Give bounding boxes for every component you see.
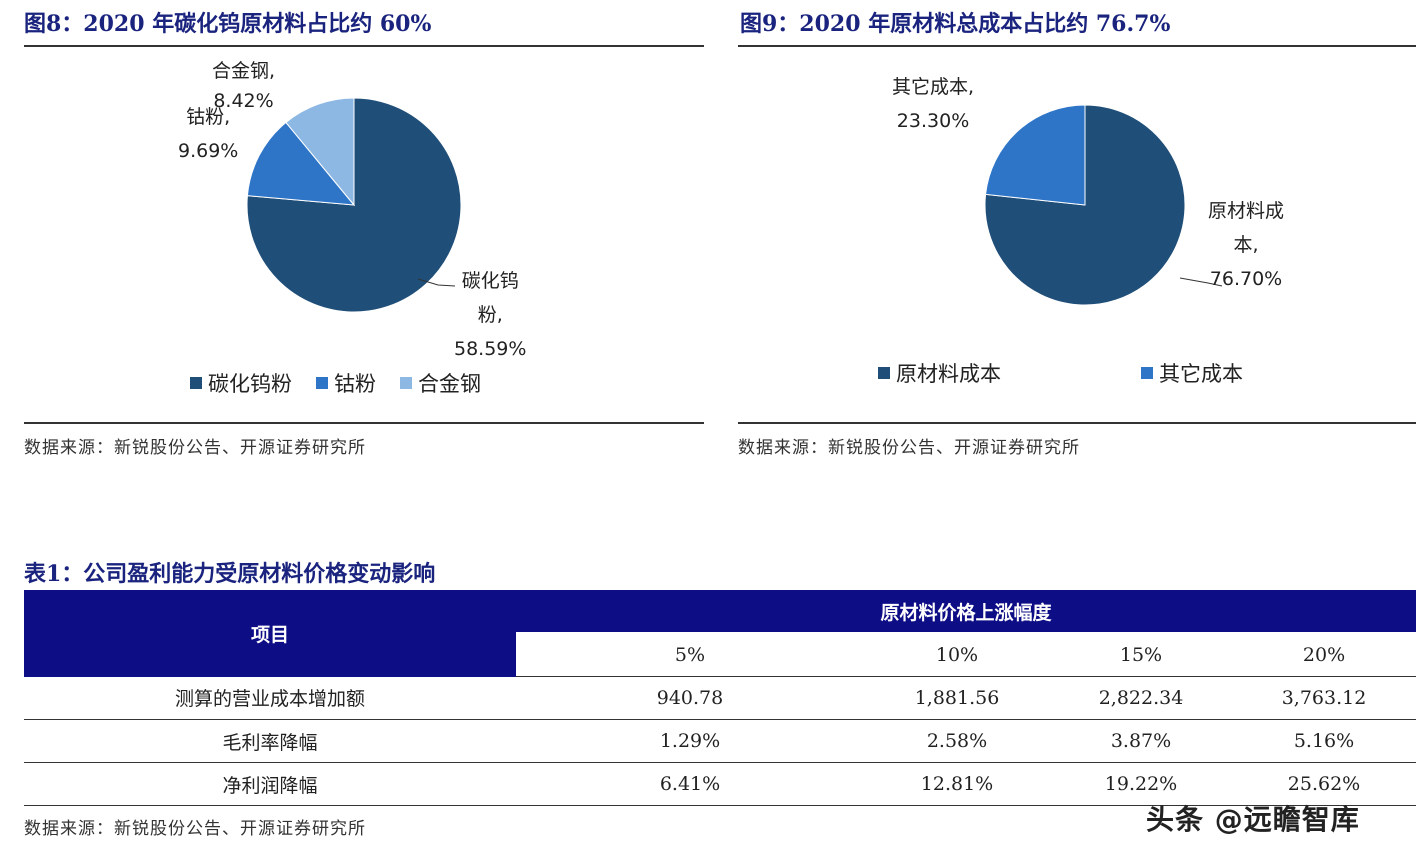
fig8-legend: 碳化钨粉 钴粉 合金钢 xyxy=(190,368,481,398)
table1-cell: 5.16% xyxy=(1232,719,1417,763)
fig8-top-rule xyxy=(24,45,704,47)
table1-row-label: 测算的营业成本增加额 xyxy=(24,676,516,720)
fig8-label-wc: 碳化钨 粉, 58.59% xyxy=(454,264,526,366)
fig9-legend-swatch-other xyxy=(1141,367,1153,379)
table1-cell: 12.81% xyxy=(864,762,1050,806)
fig8-leader-wc xyxy=(417,278,456,287)
fig8-slice-0 xyxy=(246,97,462,313)
fig8-label-wc-value: 58.59% xyxy=(454,338,527,360)
fig8-pie xyxy=(246,97,462,313)
table1: 项目 原材料价格上涨幅度 5% 10% 15% 20% 测算的营业成本增加额 9… xyxy=(24,590,1417,806)
watermark: 头条 @远瞻智库 xyxy=(1146,803,1360,836)
table1-cell: 3.87% xyxy=(1050,719,1232,763)
table1-source: 数据来源：新锐股份公告、开源证券研究所 xyxy=(24,819,366,839)
fig9-legend-swatch-raw xyxy=(878,367,890,379)
table1-cell: 1.29% xyxy=(516,719,864,763)
table1-cell: 1,881.56 xyxy=(864,676,1050,720)
fig8-legend-swatch-alloy xyxy=(400,377,412,389)
table1-cell: 2.58% xyxy=(864,719,1050,763)
fig8-label-alloy-name: 合金钢, xyxy=(212,60,276,82)
table1-item-header: 项目 xyxy=(24,590,516,677)
fig8-legend-label-alloy: 合金钢 xyxy=(418,372,481,396)
fig8-legend-label-cobalt: 钴粉 xyxy=(334,372,376,396)
fig9-title: 图9：2020 年原材料总成本占比约 76.7% xyxy=(740,11,1171,37)
fig9-legend-item-raw: 原材料成本 xyxy=(878,358,1001,388)
fig9-label-raw-name: 原材料成 xyxy=(1208,200,1285,222)
fig9-source: 数据来源：新锐股份公告、开源证券研究所 xyxy=(738,438,1080,458)
table1-group-header: 原材料价格上涨幅度 xyxy=(516,590,1417,634)
table1-col-15: 15% xyxy=(1050,633,1232,677)
fig8-legend-item-wc: 碳化钨粉 xyxy=(190,368,292,398)
fig8-label-cobalt-value: 9.69% xyxy=(178,140,239,162)
fig9-label-other-name: 其它成本, xyxy=(892,76,975,98)
fig8-legend-swatch-wc xyxy=(190,377,202,389)
table1-title: 表1：公司盈利能力受原材料价格变动影响 xyxy=(24,561,436,587)
table-row: 毛利率降幅 1.29% 2.58% 3.87% 5.16% xyxy=(24,719,1417,763)
table1-cell: 25.62% xyxy=(1232,762,1417,806)
fig9-label-raw-name2: 本, xyxy=(1233,234,1259,256)
fig9-bottom-rule xyxy=(738,422,1416,424)
fig8-label-cobalt: 钴粉, 9.69% xyxy=(178,100,238,168)
fig8-label-alloy-value: 8.42% xyxy=(213,90,274,112)
fig9-label-raw: 原材料成 本, 76.70% xyxy=(1208,194,1284,296)
table-row: 净利润降幅 6.41% 12.81% 19.22% 25.62% xyxy=(24,762,1417,806)
table1-cell: 19.22% xyxy=(1050,762,1232,806)
fig9-legend-item-other: 其它成本 xyxy=(1141,358,1243,388)
fig8-label-wc-name2: 粉, xyxy=(477,304,503,326)
fig9-slice-1 xyxy=(985,104,1086,206)
fig8-label-wc-name: 碳化钨 xyxy=(461,270,519,292)
table1-col-5: 5% xyxy=(516,633,864,677)
table1-col-10: 10% xyxy=(864,633,1050,677)
table1-col-20: 20% xyxy=(1232,633,1417,677)
fig8-legend-swatch-cobalt xyxy=(316,377,328,389)
fig8-bottom-rule xyxy=(24,422,704,424)
table-row: 测算的营业成本增加额 940.78 1,881.56 2,822.34 3,76… xyxy=(24,676,1417,720)
fig9-legend-label-other: 其它成本 xyxy=(1159,362,1243,386)
table1-cell: 3,763.12 xyxy=(1232,676,1417,720)
fig8-label-alloy: 合金钢, 8.42% xyxy=(212,54,275,118)
fig9-pie xyxy=(984,104,1223,306)
fig8-legend-label-wc: 碳化钨粉 xyxy=(208,372,292,396)
table1-cell: 6.41% xyxy=(516,762,864,806)
fig8-slice-2 xyxy=(285,97,355,207)
fig9-label-raw-value: 76.70% xyxy=(1209,268,1283,290)
fig9-legend: 原材料成本 其它成本 xyxy=(878,358,1243,388)
table1-cell: 2,822.34 xyxy=(1050,676,1232,720)
fig9-label-other: 其它成本, 23.30% xyxy=(892,70,974,138)
fig9-leader-raw xyxy=(1179,277,1223,287)
fig8-legend-item-cobalt: 钴粉 xyxy=(316,368,376,398)
table1-row-label: 毛利率降幅 xyxy=(24,719,516,763)
fig8-slice-1 xyxy=(246,121,356,206)
fig9-top-rule xyxy=(738,45,1416,47)
table1-cell: 940.78 xyxy=(516,676,864,720)
fig8-legend-item-alloy: 合金钢 xyxy=(400,368,481,398)
fig8-source: 数据来源：新锐股份公告、开源证券研究所 xyxy=(24,438,366,458)
fig8-title: 图8：2020 年碳化钨原材料占比约 60% xyxy=(24,11,432,37)
fig9-legend-label-raw: 原材料成本 xyxy=(896,362,1001,386)
fig9-label-other-value: 23.30% xyxy=(896,110,970,132)
table1-row-label: 净利润降幅 xyxy=(24,762,516,806)
fig8-label-cobalt-name: 钴粉, xyxy=(186,106,231,128)
